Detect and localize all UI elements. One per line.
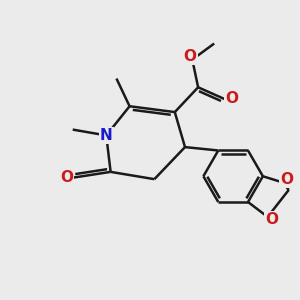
Text: O: O	[60, 170, 73, 185]
Text: O: O	[280, 172, 293, 187]
Text: O: O	[225, 92, 238, 106]
Text: N: N	[100, 128, 112, 143]
Text: O: O	[266, 212, 278, 227]
Text: O: O	[184, 49, 196, 64]
